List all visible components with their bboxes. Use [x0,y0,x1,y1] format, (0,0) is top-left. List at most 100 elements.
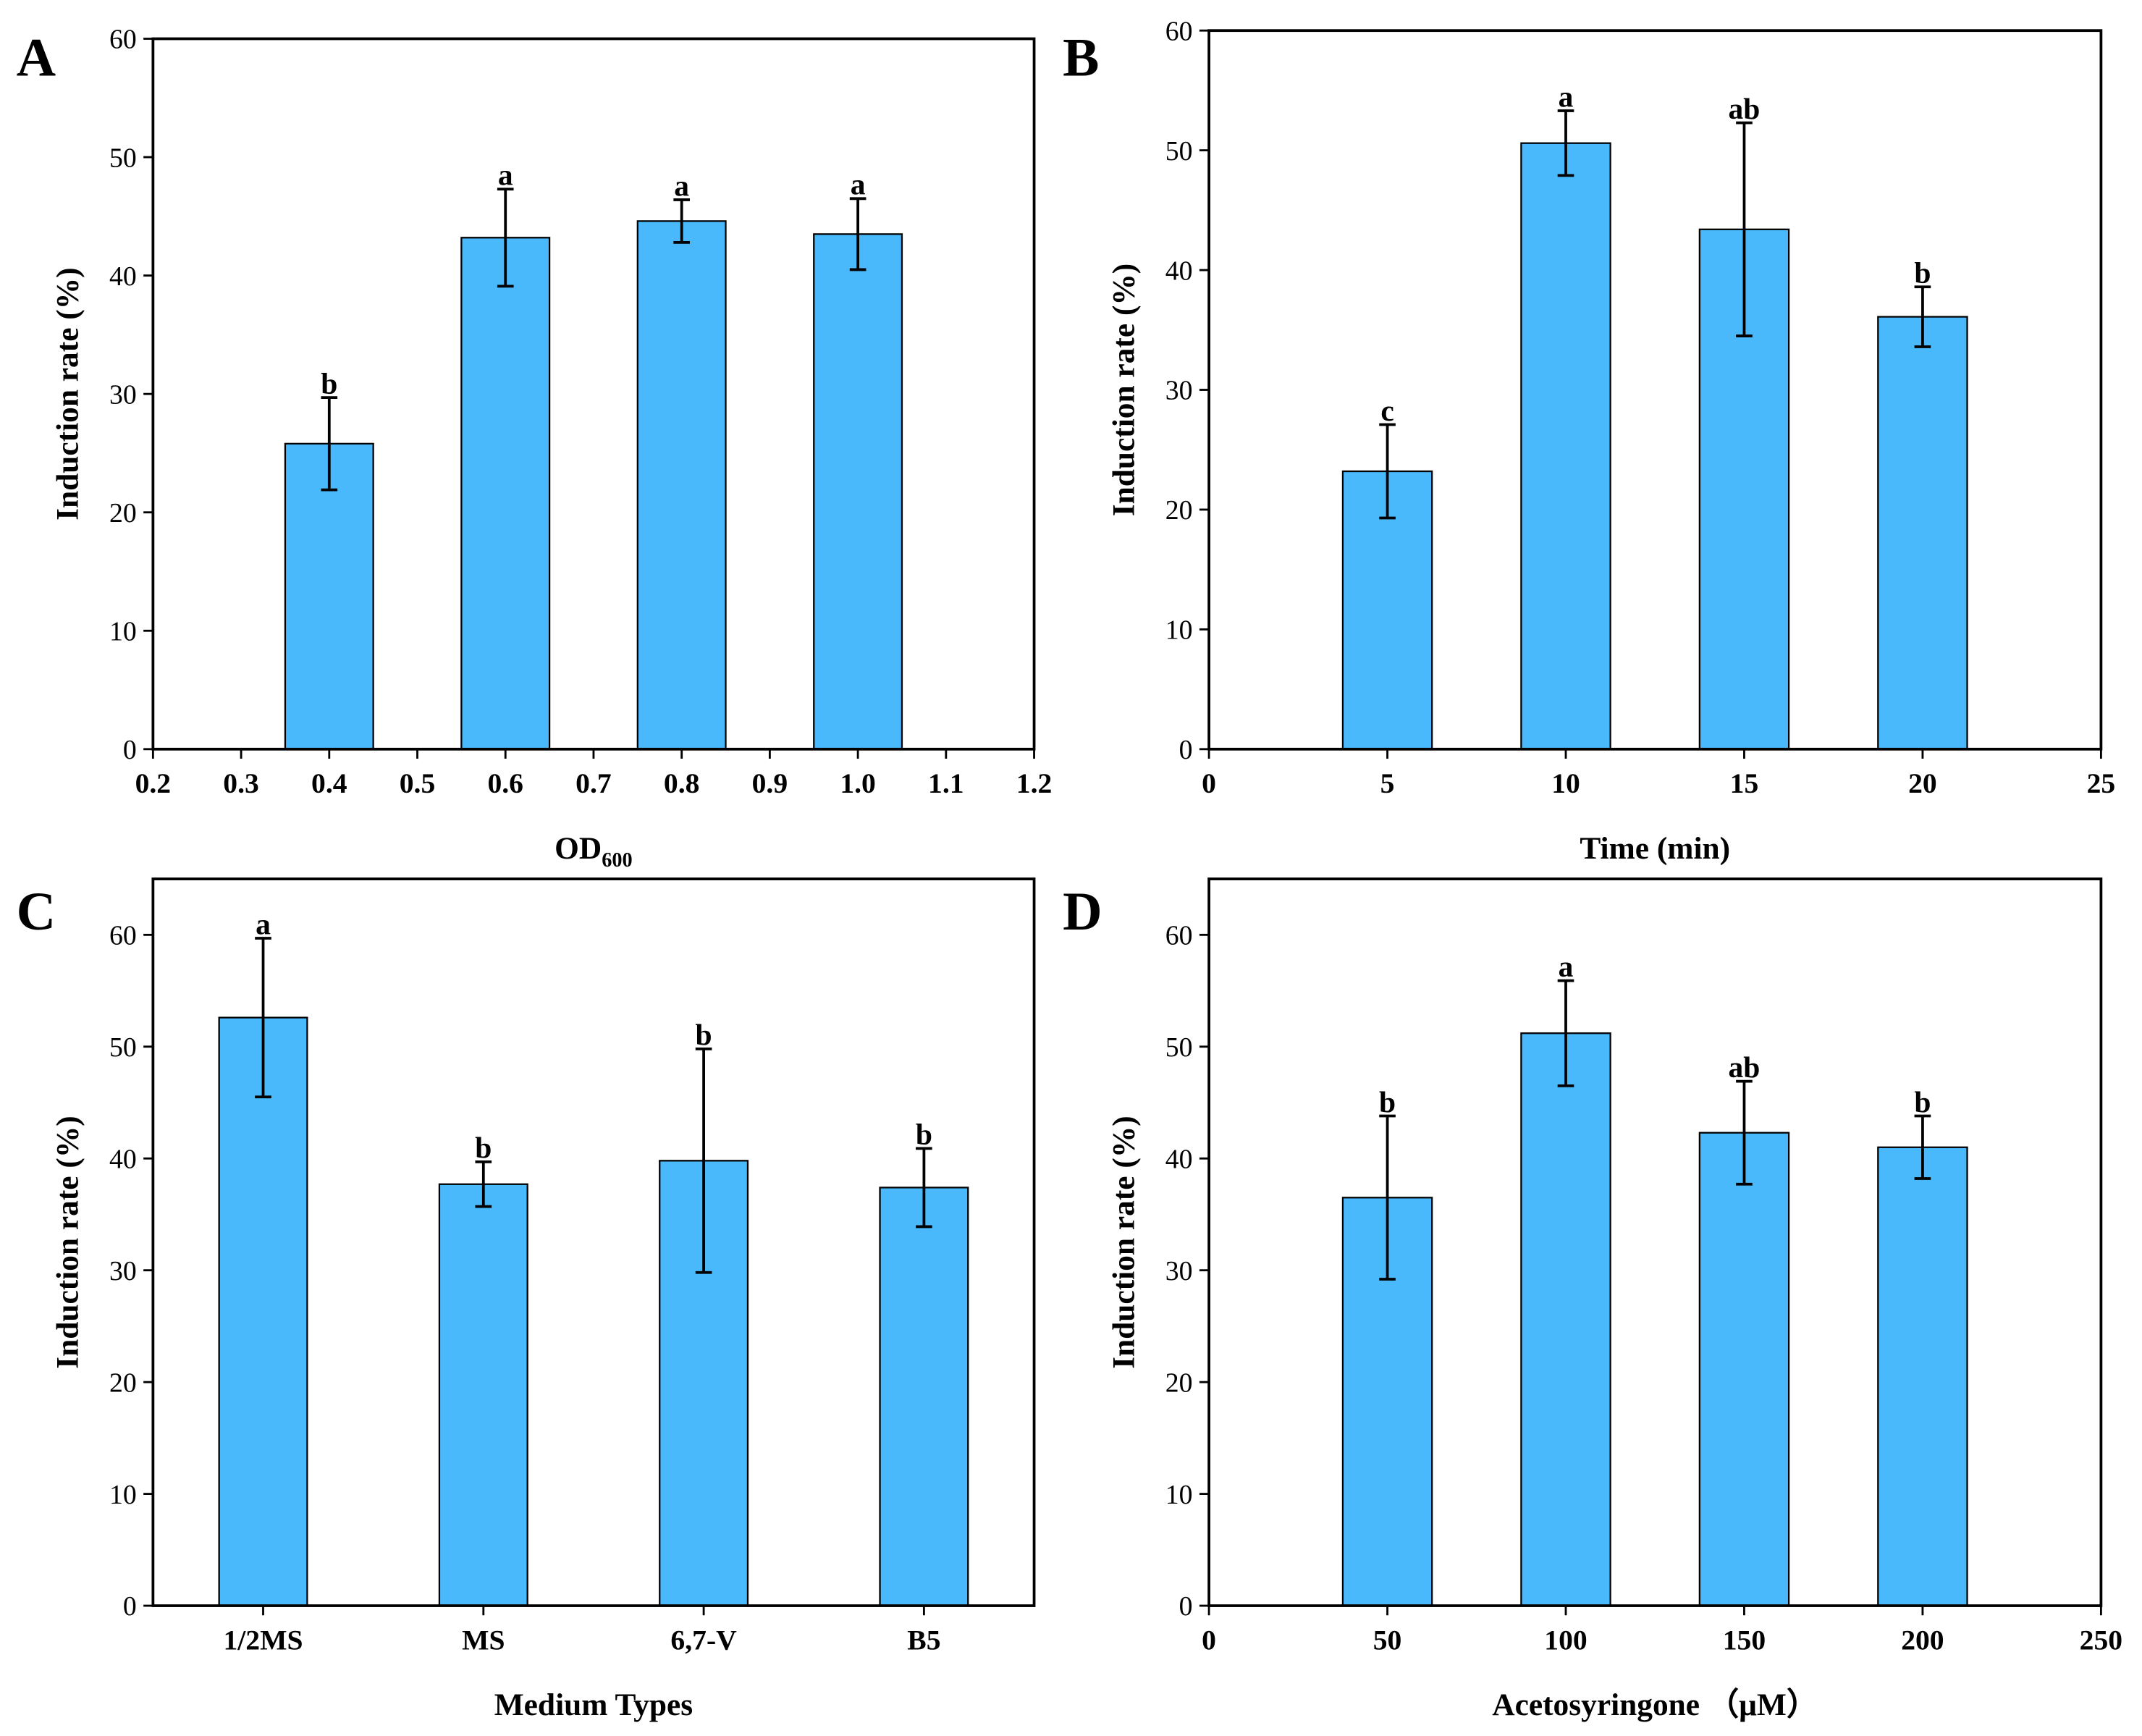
y-tick-label: 40 [1165,256,1193,286]
bar [1698,1132,1790,1607]
x-tick-label: 250 [2080,1624,2122,1656]
x-tick-label: 0 [1202,767,1216,799]
y-tick-label: 40 [1165,1144,1193,1174]
plot-frame [1207,29,2103,751]
significance-letter: a [1559,950,1574,983]
y-tick-label: 50 [1165,136,1193,167]
y-axis-label: Induction rate (%) [51,267,85,521]
y-tick-label: 0 [1179,735,1193,765]
plot-frame [1207,877,2103,1607]
y-tick-label: 10 [1165,1480,1193,1510]
x-tick-label: 1/2MS [223,1624,303,1656]
y-tick-label: 60 [1165,921,1193,951]
x-tick-label: 50 [1373,1624,1402,1656]
y-axis-label: Induction rate (%) [1106,1116,1141,1369]
x-tick-label: 0 [1202,1624,1216,1656]
significance-letter: ab [1729,92,1761,125]
x-tick-label: 5 [1380,767,1395,799]
y-tick-label: 50 [1165,1032,1193,1063]
x-tick-label: 6,7-V [670,1624,737,1656]
y-tick-label: 20 [109,1368,137,1398]
y-tick-label: 0 [1179,1591,1193,1622]
significance-letter: a [1559,80,1574,113]
x-tick-label: 25 [2087,767,2116,799]
x-tick-label: 0.3 [223,767,259,799]
y-tick-label: 10 [109,616,137,646]
y-tick-label: 0 [123,1591,137,1622]
significance-letter: b [1914,1085,1931,1118]
y-axis-label: Induction rate (%) [51,1116,85,1369]
significance-letter: b [1914,256,1931,290]
bar [218,1016,308,1607]
significance-letter: b [1379,1085,1396,1118]
significance-letter: a [498,159,513,192]
x-axis-label: Time (min) [1580,831,1730,866]
x-tick-label: 150 [1723,1624,1766,1656]
x-tick-label: 1.1 [928,767,964,799]
x-tick-label: 20 [1908,767,1937,799]
bar [879,1187,969,1607]
y-tick-label: 40 [109,1144,137,1174]
y-tick-label: 30 [109,379,137,410]
panel-A: A 0 10 20 30 40 50 60 0.2 0.3 0.4 0.5 0.6 0.7 0.8 0.9 1.… [17,25,1053,872]
x-axis-label: OD600 [555,831,633,872]
y-axis-label: Induction rate (%) [1106,264,1141,517]
bar [1520,1032,1611,1607]
x-tick-label: 200 [1901,1624,1944,1656]
x-tick-label: 0.9 [752,767,788,799]
bar [460,237,551,750]
x-tick-label: 0.6 [487,767,523,799]
x-tick-label: 0.4 [311,767,347,799]
significance-letter: a [256,907,271,940]
x-tick-label: 1.0 [840,767,876,799]
x-axis-label: Medium Types [494,1687,693,1722]
bar [1877,1146,1968,1607]
significance-letter: c [1380,394,1393,427]
x-tick-label: 0.7 [575,767,612,799]
x-axis-label: Acetosyringone （μM） [1492,1687,1818,1722]
y-tick-label: 30 [1165,1256,1193,1286]
x-tick-label: B5 [907,1624,940,1656]
y-tick-label: 20 [1165,495,1193,526]
significance-letter: a [674,169,689,202]
panel-label: B [1063,28,1099,88]
plot-frame [151,37,1036,751]
y-tick-label: 60 [109,921,137,951]
y-tick-label: 20 [109,498,137,528]
panel-B: B 0 10 20 30 40 50 60 0 5 10 15 20 25 c a ab b Time (min) I… [1063,16,2115,865]
bar [813,233,903,750]
significance-letter: b [916,1118,932,1151]
x-tick-label: 0.8 [664,767,700,799]
panel-D: D 0 10 20 30 40 50 60 0 50 100 150 200 250 b a ab b Acetos… [1063,877,2122,1722]
x-tick-label: 0.2 [135,767,172,799]
panel-label: C [17,882,56,942]
plot-frame [151,877,1036,1607]
x-tick-label: 0.5 [400,767,436,799]
significance-letter: b [696,1018,712,1051]
y-tick-label: 30 [1165,376,1193,406]
bar [1520,142,1611,750]
panel-label: A [17,28,56,88]
y-tick-label: 40 [109,261,137,292]
significance-letter: b [475,1131,492,1164]
bar [636,220,727,750]
x-tick-label: 100 [1544,1624,1587,1656]
x-tick-label: MS [462,1624,505,1656]
x-tick-label: 1.2 [1016,767,1053,799]
bar [1877,316,1968,750]
y-tick-label: 60 [1165,16,1193,46]
y-tick-label: 0 [123,735,137,765]
x-tick-label: 15 [1730,767,1759,799]
significance-letter: a [851,168,866,201]
y-tick-label: 50 [109,143,137,173]
y-tick-label: 50 [109,1032,137,1063]
bar [438,1183,528,1607]
y-tick-label: 10 [109,1480,137,1510]
significance-letter: ab [1729,1050,1761,1084]
y-tick-label: 10 [1165,615,1193,646]
significance-letter: b [321,366,337,400]
y-tick-label: 20 [1165,1368,1193,1398]
panel-C: C 0 10 20 30 40 50 60 1/2MS MS 6,7-V B5 a b b b Medium T… [17,877,1036,1722]
panel-label: D [1063,882,1102,942]
